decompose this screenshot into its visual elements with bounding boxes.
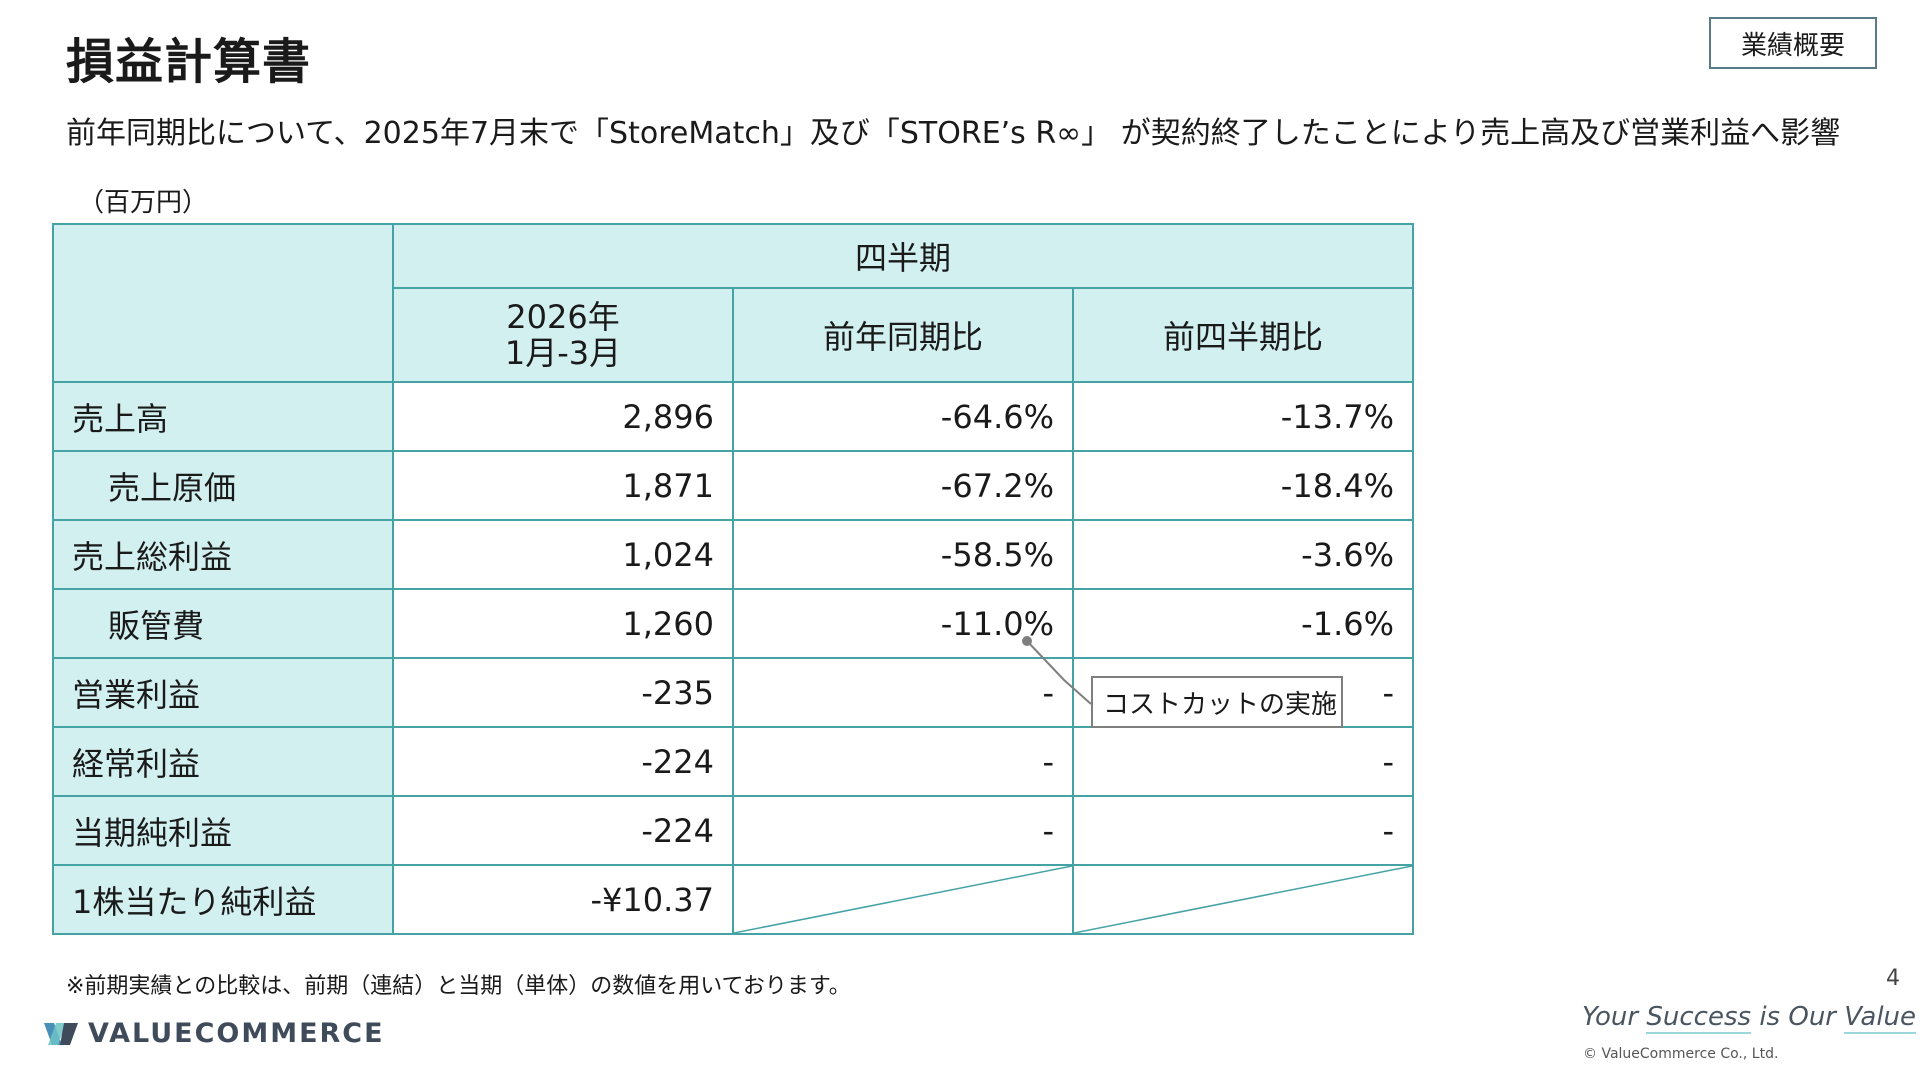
logo-text: VALUECOMMERCE [88, 1018, 385, 1049]
yoy-cell: -11.0% [732, 588, 1074, 659]
diagonal-slash [734, 866, 1072, 933]
value-cell: -¥10.37 [392, 864, 734, 935]
value-cell: 2,896 [392, 381, 734, 452]
qoq-cell: -1.6% [1072, 588, 1414, 659]
subtitle: 前年同期比について、2025年7月末で「StoreMatch」及び「STORE’… [66, 116, 1841, 151]
footnote: ※前期実績との比較は、前期（連結）と当期（単体）の数値を用いております。 [66, 974, 851, 999]
group-header-quarter: 四半期 [392, 223, 1414, 289]
value-cell: -224 [392, 795, 734, 866]
income-statement-table: 四半期 2026年 1月-3月 前年同期比 前四半期比 売上高 2,896 -6… [52, 223, 1414, 935]
yoy-cell: - [732, 795, 1074, 866]
company-logo: VALUECOMMERCE [44, 1018, 385, 1049]
qoq-cell: - [1072, 726, 1414, 797]
table-row: 売上高 2,896 -64.6% -13.7% [52, 381, 1414, 452]
yoy-cell: - [732, 726, 1074, 797]
yoy-cell: - [732, 657, 1074, 728]
col-header-period-months: 1月-3月 [504, 334, 622, 372]
value-cell: 1,260 [392, 588, 734, 659]
value-cell: 1,871 [392, 450, 734, 521]
slogan-word: Our [1788, 1002, 1836, 1032]
unit-label: （百万円） [78, 188, 209, 218]
value-cell: 1,024 [392, 519, 734, 590]
not-applicable-cell [732, 864, 1074, 935]
header-corner-cell [52, 223, 394, 383]
qoq-cell: - [1072, 795, 1414, 866]
col-header-period-year: 2026年 [506, 298, 620, 336]
qoq-cell: -13.7% [1072, 381, 1414, 452]
row-label: 売上原価 [52, 450, 394, 521]
value-cell: -235 [392, 657, 734, 728]
slogan-word: is [1759, 1002, 1781, 1032]
row-label: 経常利益 [52, 726, 394, 797]
col-header-qoq: 前四半期比 [1072, 287, 1414, 383]
row-label: 販管費 [52, 588, 394, 659]
row-label: 売上総利益 [52, 519, 394, 590]
qoq-cell: -18.4% [1072, 450, 1414, 521]
copyright: © ValueCommerce Co., Ltd. [1583, 1046, 1779, 1062]
slogan-word: Value [1844, 1002, 1917, 1034]
table-row: 経常利益 -224 - - [52, 726, 1414, 797]
slogan: Your Success is Our Value [1582, 1002, 1917, 1034]
col-header-yoy: 前年同期比 [732, 287, 1074, 383]
row-label: 営業利益 [52, 657, 394, 728]
not-applicable-cell [1072, 864, 1414, 935]
yoy-cell: -58.5% [732, 519, 1074, 590]
table-row: 販管費 1,260 -11.0% -1.6% [52, 588, 1414, 659]
page-number: 4 [1886, 966, 1900, 991]
page-title: 損益計算書 [66, 34, 312, 90]
logo-mark-icon [44, 1022, 78, 1045]
yoy-cell: -67.2% [732, 450, 1074, 521]
col-header-period: 2026年 1月-3月 [392, 287, 734, 383]
diagonal-slash [1074, 866, 1412, 933]
callout-box: コストカットの実施 [1091, 676, 1343, 728]
table-row: 売上原価 1,871 -67.2% -18.4% [52, 450, 1414, 521]
value-cell: -224 [392, 726, 734, 797]
table-row: 1株当たり純利益 -¥10.37 [52, 864, 1414, 935]
yoy-cell: -64.6% [732, 381, 1074, 452]
section-badge: 業績概要 [1709, 17, 1877, 69]
row-label: 1株当たり純利益 [52, 864, 394, 935]
slogan-word: Your [1582, 1002, 1639, 1032]
row-label: 当期純利益 [52, 795, 394, 866]
qoq-cell: -3.6% [1072, 519, 1414, 590]
slogan-word: Success [1646, 1002, 1752, 1034]
table-row: 売上総利益 1,024 -58.5% -3.6% [52, 519, 1414, 590]
table-row: 当期純利益 -224 - - [52, 795, 1414, 866]
row-label: 売上高 [52, 381, 394, 452]
